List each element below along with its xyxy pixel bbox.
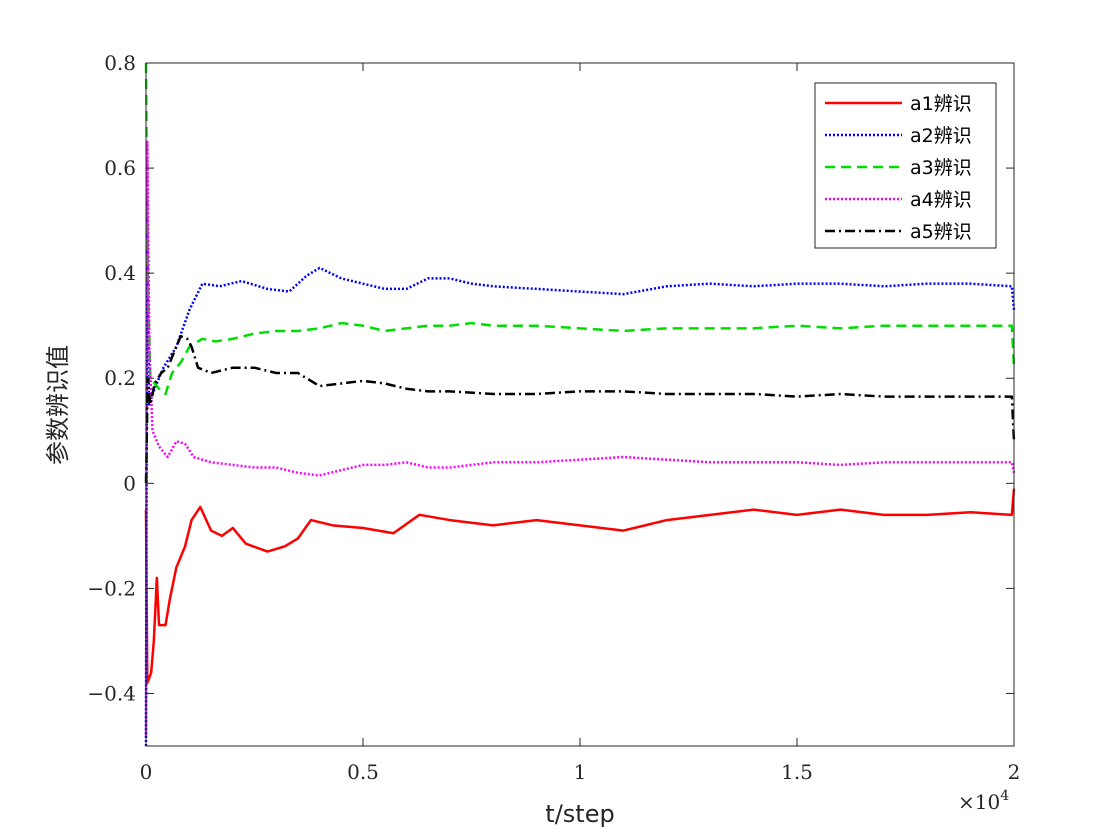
legend-label-a4: a4辨识 <box>910 189 972 211</box>
x-tick-label: 1 <box>574 760 587 784</box>
legend-box <box>814 82 997 249</box>
y-tick-label: 0 <box>123 471 136 495</box>
y-tick-label: −0.4 <box>87 681 136 705</box>
y-tick-label: 0.4 <box>104 261 136 285</box>
svg-text:×104: ×104 <box>958 788 1009 814</box>
legend: a1辨识 a2辨识 a3辨识 a4辨识 a5辨识 <box>814 82 997 249</box>
y-axis-label: 参数辨识值 <box>44 345 72 465</box>
series-line-a1 <box>144 488 1016 685</box>
legend-label-a5: a5辨识 <box>910 221 972 243</box>
x-tick-label: 2 <box>1008 760 1021 784</box>
x-tick-label: 0.5 <box>347 760 379 784</box>
legend-label-a2: a2辨识 <box>910 125 972 147</box>
y-tick-label: 0.6 <box>104 156 136 180</box>
series-layer <box>144 62 1016 747</box>
x-exponent-base: ×10 <box>958 790 1000 814</box>
y-tick-label: 0.8 <box>104 51 136 75</box>
y-tick-label: −0.2 <box>87 576 136 600</box>
series-line-a4 <box>144 140 1016 736</box>
series-line-a2 <box>144 193 1016 747</box>
x-axis-label: t/step <box>545 800 614 828</box>
legend-entries: a1辨识 a2辨识 a3辨识 a4辨识 a5辨识 <box>825 93 972 243</box>
x-tick-label: 1.5 <box>781 760 813 784</box>
legend-label-a3: a3辨识 <box>910 157 972 179</box>
legend-label-a1: a1辨识 <box>910 93 972 115</box>
series-line-a3 <box>144 62 1016 396</box>
x-exponent-power: 4 <box>1000 788 1009 804</box>
x-exponent: ×104 <box>958 788 1009 814</box>
ticks-layer: 0 0.5 1 1.5 2 −0.4 −0.2 0 0.2 0.4 0.6 0.8 <box>87 51 1020 784</box>
y-tick-label: 0.2 <box>104 366 136 390</box>
x-tick-label: 0 <box>140 760 153 784</box>
plot-frame <box>145 62 1015 747</box>
